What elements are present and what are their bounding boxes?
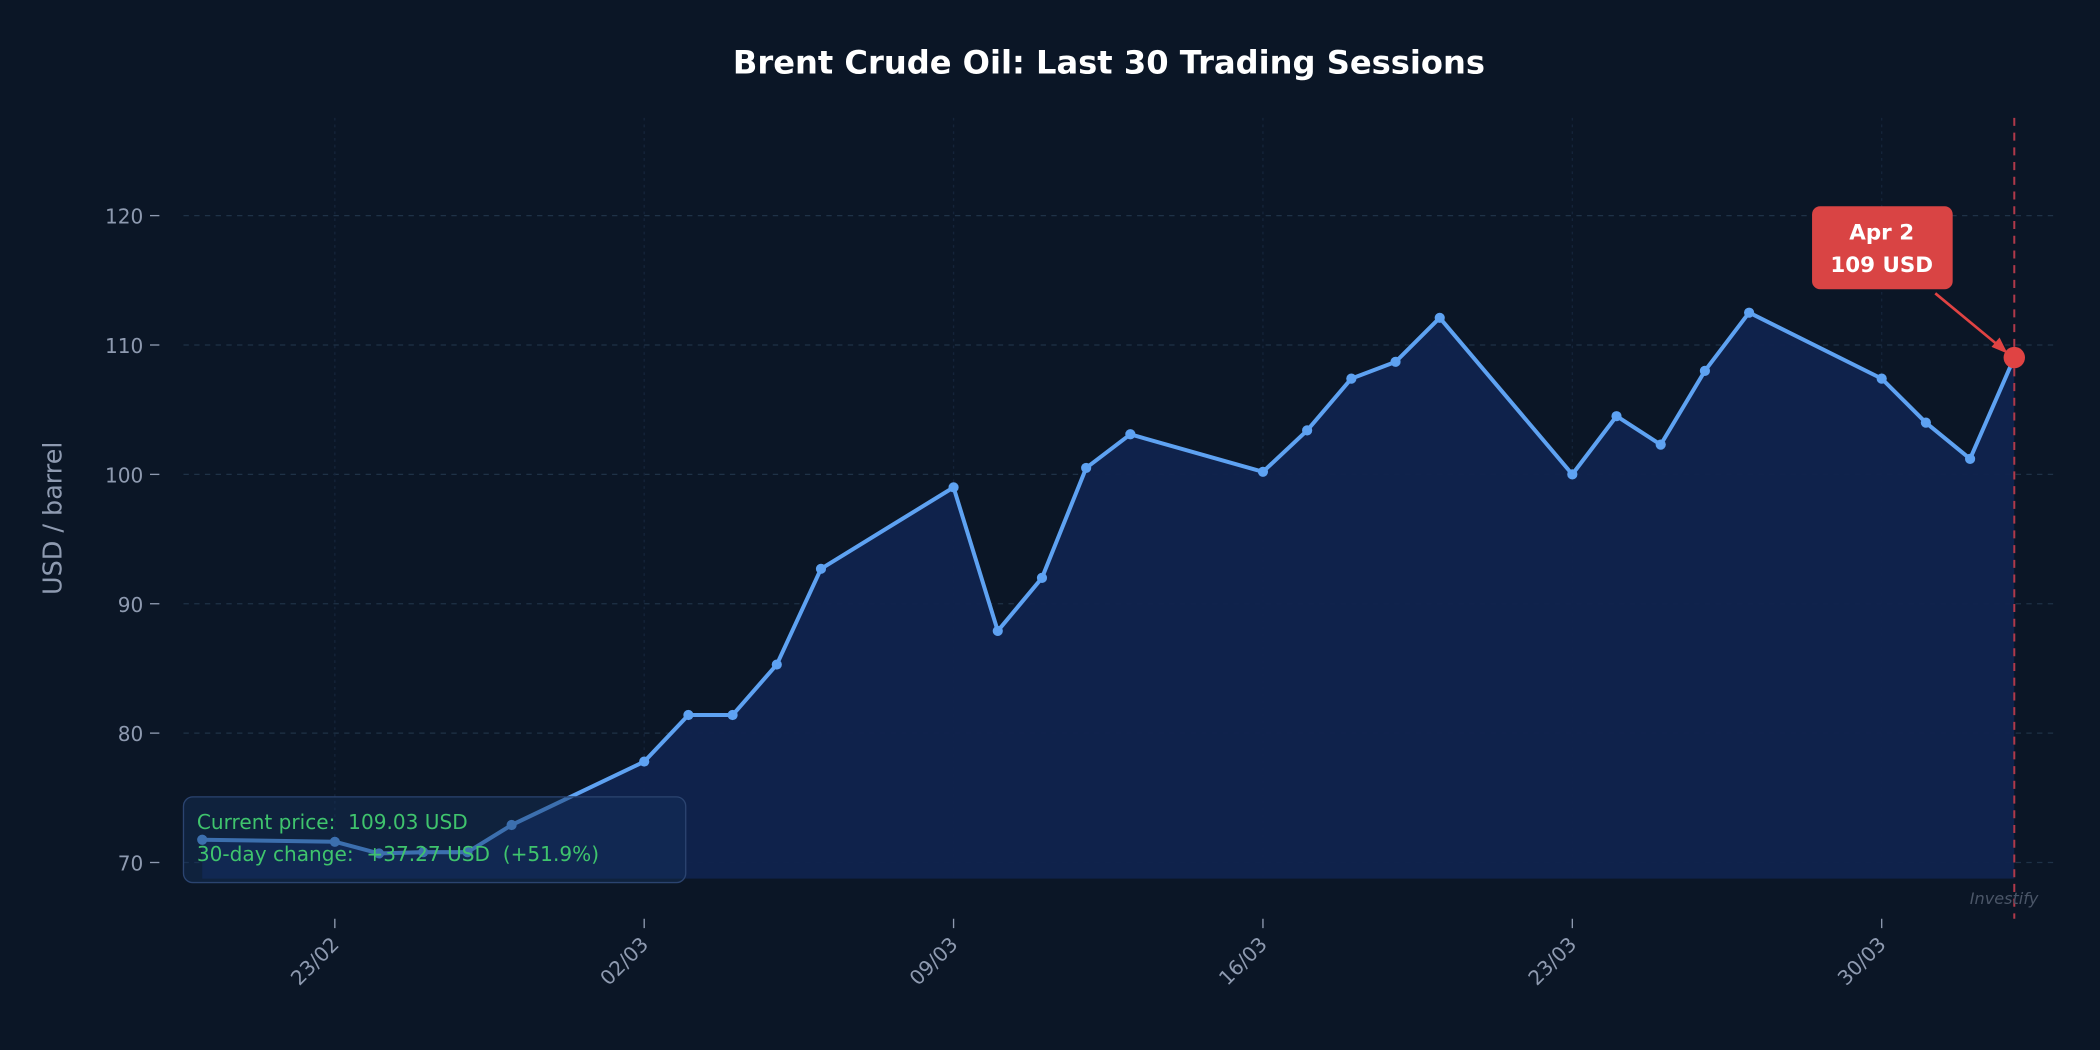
data-point <box>639 756 650 767</box>
y-tick-label: 110 <box>105 334 143 358</box>
data-point <box>1036 572 1048 583</box>
y-tick-label: 120 <box>105 205 143 229</box>
data-point <box>727 709 738 721</box>
data-point <box>1920 417 1931 428</box>
current-price-text: Current price: 109.03 USD <box>197 810 468 834</box>
data-point <box>948 482 959 493</box>
data-point <box>197 834 208 845</box>
data-point <box>418 847 429 858</box>
price-line <box>202 310 2017 856</box>
area-fill <box>202 312 2015 879</box>
info-box: Current price: 109.03 USD 30-day change:… <box>182 796 687 884</box>
data-point <box>1125 429 1136 440</box>
data-point <box>329 836 340 847</box>
data-point <box>992 625 1003 637</box>
data-point <box>1434 312 1445 323</box>
y-tick-label: 90 <box>118 593 144 617</box>
annotation-value: 109 USD <box>1830 253 1933 278</box>
y-tick-label: 80 <box>118 722 144 746</box>
data-point <box>462 847 473 858</box>
data-point <box>1699 365 1710 376</box>
change-text: 30-day change: +37.27 USD (+51.9%) <box>197 842 599 866</box>
data-point <box>771 659 782 670</box>
data-point <box>1390 356 1401 367</box>
arrowhead-icon <box>1991 337 2008 354</box>
data-point <box>1257 466 1269 477</box>
data-point <box>1655 439 1666 450</box>
y-tick-label: 70 <box>118 852 144 876</box>
data-point <box>1611 411 1622 422</box>
data-points <box>197 307 2025 859</box>
data-point <box>1302 425 1313 436</box>
current-price-point <box>2003 346 2025 369</box>
y-axis-label: USD / barrel <box>38 442 68 595</box>
data-point <box>373 848 385 859</box>
data-point <box>1081 462 1092 473</box>
data-point <box>506 819 517 831</box>
y-tick-label: 100 <box>105 463 143 487</box>
data-point <box>815 563 827 574</box>
chart-title: Brent Crude Oil: Last 30 Trading Session… <box>733 44 1485 82</box>
annotation-date: Apr 2 <box>1849 221 1914 246</box>
data-point <box>1964 453 1976 464</box>
annotation-arrow <box>1934 292 2006 352</box>
data-point <box>1876 373 1887 384</box>
watermark: Investify <box>1970 889 2039 908</box>
y-axis: 70 80 90 100 110 120 <box>105 205 160 876</box>
data-point <box>1744 307 1755 318</box>
last-point-annotation: Apr 2 109 USD <box>1812 206 2008 354</box>
data-point <box>1346 373 1357 384</box>
data-point <box>1567 469 1578 480</box>
data-point <box>683 709 694 721</box>
